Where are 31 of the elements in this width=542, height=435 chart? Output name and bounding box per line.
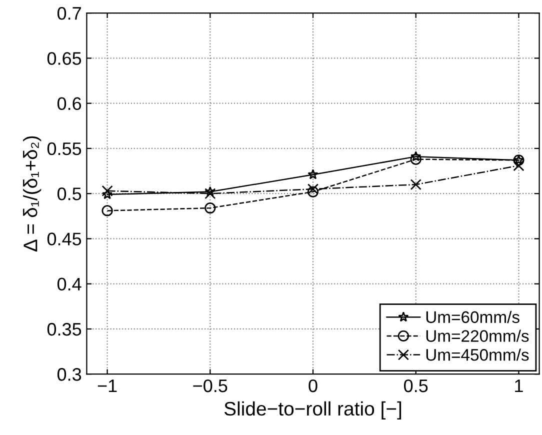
x-axis-title: Slide−to−roll ratio [−] [224, 401, 402, 420]
x-tick-label: 0.5 [404, 379, 428, 392]
y-tick-label: 0.3 [57, 368, 82, 381]
point [513, 160, 524, 172]
point [102, 188, 113, 200]
y-tick-label: 0.65 [47, 52, 82, 65]
legend-label: Um=450mm/s [426, 348, 529, 361]
x-tick-label: −0.5 [193, 379, 228, 392]
x-tick-label: 0 [308, 379, 318, 392]
point [204, 202, 216, 214]
y-tick-label: 0.35 [47, 322, 82, 336]
y-tick-label: 0.45 [47, 232, 82, 246]
x-tick-label: −1 [98, 380, 117, 392]
point [308, 169, 318, 180]
y-tick-label: 0.4 [57, 278, 82, 291]
point [307, 186, 319, 198]
point [410, 178, 422, 190]
y-tick-label: 0.6 [57, 97, 82, 110]
legend-label: Um=60mm/s [426, 310, 520, 324]
point [410, 151, 422, 162]
y-tick-label: 0.7 [57, 6, 81, 20]
point [410, 154, 422, 165]
point [102, 205, 113, 216]
y-tick-label: 0.55 [47, 142, 82, 156]
legend-label: Um=220mm/s [426, 330, 529, 342]
point [102, 185, 113, 196]
y-axis-title: Δ = δ₁/(δ₁+δ₂) [23, 136, 42, 252]
point [204, 186, 216, 196]
x-tick-label: 1 [515, 380, 523, 392]
y-tick-label: 0.5 [57, 188, 82, 200]
point [307, 184, 319, 195]
